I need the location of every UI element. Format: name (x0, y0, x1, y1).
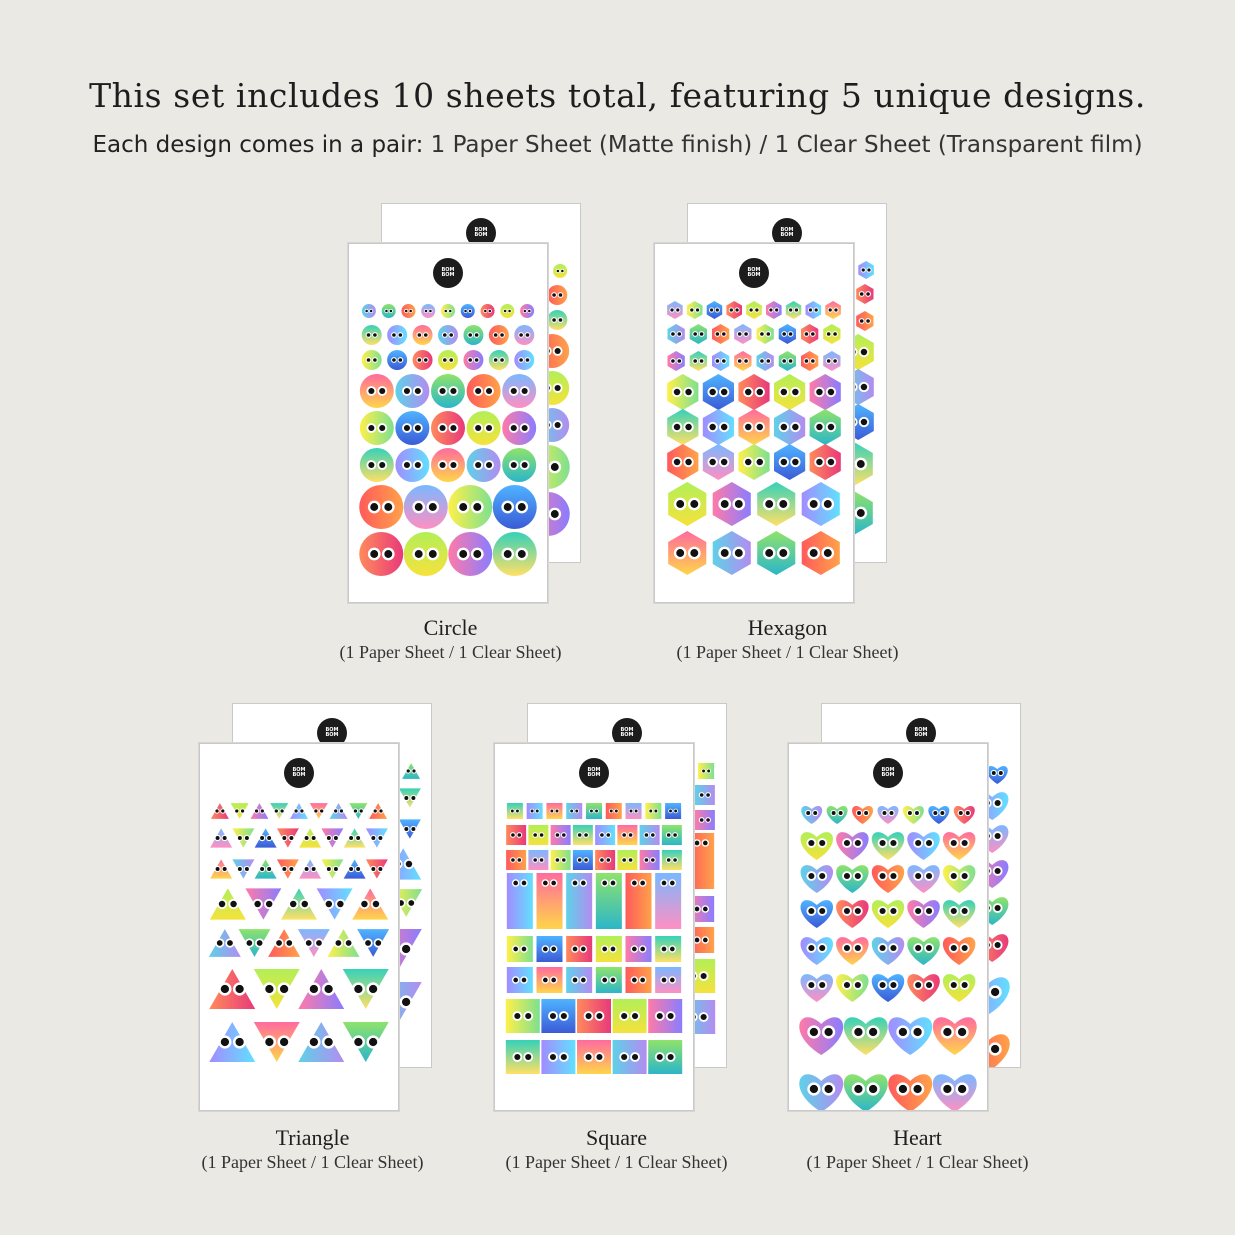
sticker-set-square: BOM BOM BOM BOM Square (1 Paper Sheet / 1 … (494, 703, 727, 1172)
sticker-artwork (208, 803, 390, 1063)
brand-logo: BOM BOM (284, 758, 314, 788)
sticker-artwork (667, 301, 841, 575)
brand-logo: BOM BOM (739, 258, 769, 288)
set-name: Square (585, 1125, 648, 1150)
paper-sheet: BOM BOM (654, 243, 854, 603)
paper-sheet: BOM BOM (348, 243, 548, 603)
sticker-artwork (799, 805, 977, 1110)
set-name: Hexagon (747, 615, 828, 640)
brand-logo: BOM BOM (433, 258, 463, 288)
set-name: Circle (423, 615, 478, 640)
set-detail: (1 Paper Sheet / 1 Clear Sheet) (339, 642, 562, 662)
set-detail: (1 Paper Sheet / 1 Clear Sheet) (505, 1152, 728, 1172)
sticker-set-triangle: BOM BOM BOM BOM Triangle (1 Paper Sheet / … (199, 703, 432, 1172)
paper-sheet: BOM BOM (788, 743, 988, 1111)
set-detail: (1 Paper Sheet / 1 Clear Sheet) (676, 642, 899, 662)
sticker-artwork (359, 304, 537, 576)
page-subtitle: Each design comes in a pair: 1 Paper She… (0, 132, 1235, 158)
paper-sheet: BOM BOM (199, 743, 399, 1111)
set-detail: (1 Paper Sheet / 1 Clear Sheet) (201, 1152, 424, 1172)
set-name: Heart (893, 1125, 942, 1150)
paper-sheet: BOM BOM (494, 743, 694, 1111)
subtitle-lead: Each design comes in a pair: (92, 132, 424, 158)
brand-logo: BOM BOM (579, 758, 609, 788)
subtitle-rest: 1 Paper Sheet (Matte finish) / 1 Clear S… (423, 132, 1143, 158)
sticker-set-hexagon: BOM BOM BOM BOM Hexagon (1 Paper Sheet / 1… (654, 203, 898, 662)
sticker-set-heart: BOM BOM BOM BOM Heart (1 Paper Sheet / 1 C… (788, 703, 1028, 1172)
sticker-set-circle: BOM BOM BOM BOM Circle (1 Paper Sheet / 1 … (340, 203, 581, 662)
brand-logo: BOM BOM (873, 758, 903, 788)
set-name: Triangle (275, 1125, 350, 1150)
set-detail: (1 Paper Sheet / 1 Clear Sheet) (806, 1152, 1029, 1172)
page-title: This set includes 10 sheets total, featu… (89, 76, 1146, 115)
sticker-artwork (505, 803, 683, 1074)
